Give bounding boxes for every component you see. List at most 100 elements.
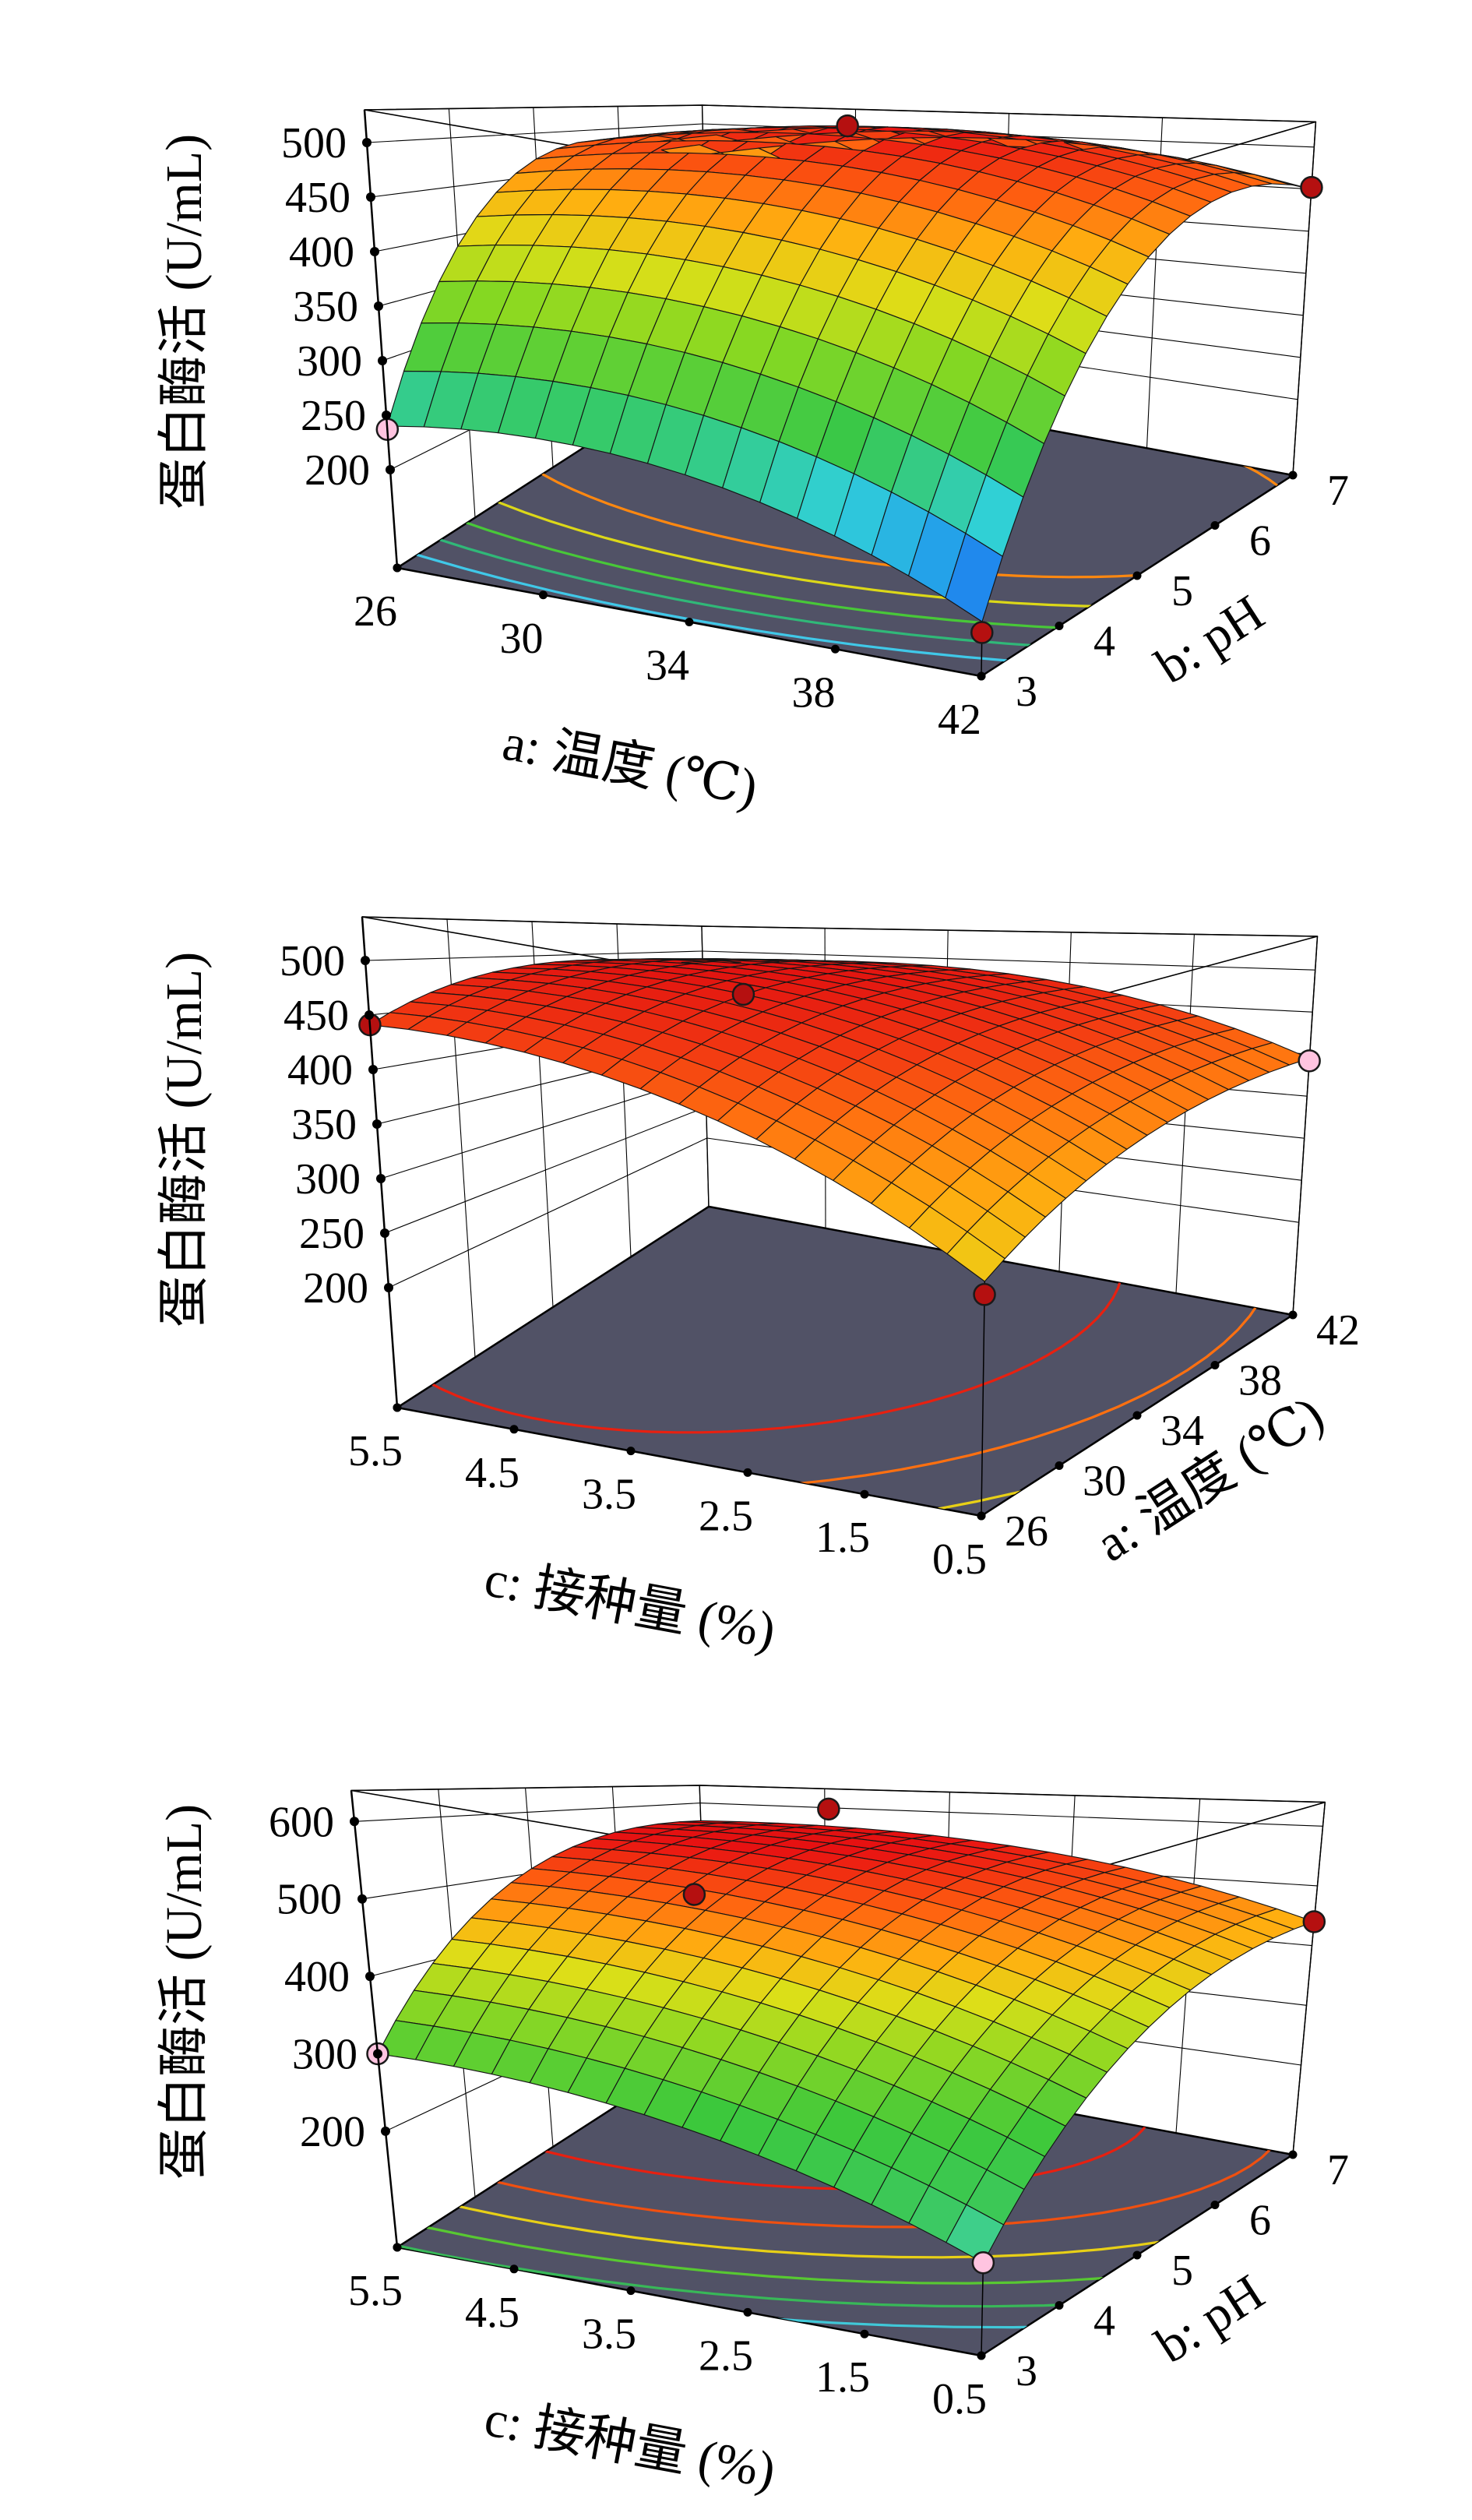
z-axis-tick-dot — [378, 356, 387, 365]
design-point — [973, 2252, 994, 2273]
x-tick-label: 42 — [938, 696, 981, 744]
x-axis-tick-dot — [744, 2308, 752, 2317]
y-tick-label: 26 — [1005, 1507, 1048, 1556]
z-axis-tick-dot — [381, 2127, 390, 2136]
x-tick-label: 0.5 — [932, 2375, 987, 2423]
y-tick-label: 4 — [1093, 2297, 1115, 2346]
y-axis-tick-dot — [1211, 1361, 1220, 1369]
y-tick-label: 34 — [1160, 1407, 1204, 1455]
z-axis-tick-dot — [374, 301, 383, 311]
z-axis-base-dot — [393, 564, 402, 573]
x-tick-label: 26 — [354, 587, 397, 636]
z-axis-title: 蛋白酶活 (U/mL) — [156, 1804, 213, 2180]
x-tick-label: 2.5 — [699, 2331, 753, 2380]
z-axis-tick-dot — [376, 1174, 386, 1183]
x-tick-label: 0.5 — [932, 1535, 987, 1584]
x-axis-tick-dot — [510, 2264, 519, 2273]
design-point — [974, 1284, 995, 1305]
y-tick-label: 38 — [1238, 1357, 1282, 1405]
z-tick-label: 350 — [291, 1101, 357, 1149]
y-axis-tick-dot — [1133, 572, 1142, 580]
z-tick-label: 600 — [269, 1798, 334, 1846]
z-axis-tick-dot — [366, 192, 375, 202]
y-tick-label: 5 — [1171, 2247, 1193, 2295]
x-axis-tick-dot — [831, 645, 840, 654]
z-axis-title: 蛋白酶活 (U/mL) — [156, 952, 213, 1327]
y-axis-tick-dot — [1211, 521, 1220, 530]
z-tick-label: 300 — [292, 2031, 357, 2079]
x-tick-label: 4.5 — [465, 1449, 519, 1497]
design-point — [1299, 1050, 1320, 1071]
z-tick-label: 400 — [289, 228, 354, 277]
y-tick-label: 7 — [1327, 467, 1349, 515]
z-axis-tick-dot — [368, 1065, 378, 1074]
z-axis-tick-dot — [361, 956, 370, 965]
z-axis-tick-dot — [365, 1972, 375, 1981]
y-tick-label: 3 — [1016, 668, 1037, 716]
x-axis-tick-dot — [685, 618, 694, 626]
z-tick-label: 400 — [287, 1046, 353, 1094]
x-tick-label: 4.5 — [465, 2289, 519, 2337]
y-axis-title: b: pH — [1146, 584, 1273, 695]
z-axis-tick-dot — [386, 465, 395, 474]
design-point — [1301, 177, 1322, 198]
x-tick-label: 1.5 — [815, 2353, 870, 2402]
y-tick-label: 5 — [1171, 567, 1193, 615]
z-tick-label: 200 — [303, 1264, 368, 1313]
x-tick-label: 30 — [500, 615, 544, 663]
x-tick-label: 5.5 — [348, 2267, 403, 2315]
x-tick-label: 3.5 — [582, 1471, 636, 1519]
x-axis-tick-dot — [861, 1490, 869, 1499]
design-point — [1304, 1911, 1325, 1932]
x-axis-tick-dot — [861, 2330, 869, 2338]
z-tick-label: 200 — [305, 446, 370, 495]
z-axis-tick-dot — [362, 138, 372, 147]
z-tick-label: 350 — [293, 283, 358, 331]
y-axis-tick-dot — [1055, 1461, 1064, 1470]
design-point — [684, 1884, 705, 1905]
z-axis-tick-dot — [370, 247, 379, 256]
y-tick-label: 42 — [1316, 1306, 1360, 1355]
z-axis-tick-dot — [380, 1228, 389, 1238]
design-point — [733, 984, 754, 1005]
design-point — [818, 1799, 839, 1820]
z-tick-label: 300 — [295, 1155, 361, 1204]
z-axis-tick-dot — [373, 2049, 382, 2059]
z-tick-label: 500 — [281, 119, 347, 167]
x-axis-title: c: 接种量 (%) — [481, 1550, 780, 1660]
z-tick-label: 300 — [297, 337, 362, 386]
x-tick-label: 5.5 — [348, 1427, 403, 1475]
z-axis-title: 蛋白酶活 (U/mL) — [156, 134, 213, 509]
y-axis-tick-dot — [1211, 2201, 1220, 2209]
y-tick-label: 4 — [1093, 618, 1115, 666]
design-point — [837, 115, 858, 136]
x-axis-title: a: 温度 (℃) — [498, 714, 762, 816]
x-axis-title: c: 接种量 (%) — [481, 2390, 780, 2500]
z-tick-label: 250 — [301, 392, 366, 440]
z-axis-tick-dot — [357, 1894, 367, 1904]
z-axis-base-dot — [393, 1404, 402, 1412]
z-tick-label: 250 — [299, 1210, 364, 1258]
y-tick-label: 7 — [1327, 2146, 1349, 2194]
x-tick-label: 3.5 — [582, 2310, 636, 2359]
z-axis-base-dot — [393, 2243, 402, 2252]
z-tick-label: 450 — [283, 992, 349, 1040]
y-tick-label: 6 — [1249, 2197, 1271, 2245]
y-axis-title: b: pH — [1146, 2264, 1273, 2374]
x-tick-label: 2.5 — [699, 1492, 753, 1540]
x-axis-tick-dot — [627, 2286, 636, 2295]
z-axis-tick-dot — [372, 1119, 382, 1129]
y-axis-tick-dot — [1055, 622, 1064, 630]
z-axis-tick-dot — [382, 411, 391, 420]
z-tick-label: 200 — [300, 2108, 365, 2156]
x-tick-label: 38 — [792, 668, 836, 717]
y-axis-tick-dot — [1055, 2301, 1064, 2310]
design-point — [971, 622, 992, 643]
y-tick-label: 3 — [1016, 2347, 1037, 2395]
